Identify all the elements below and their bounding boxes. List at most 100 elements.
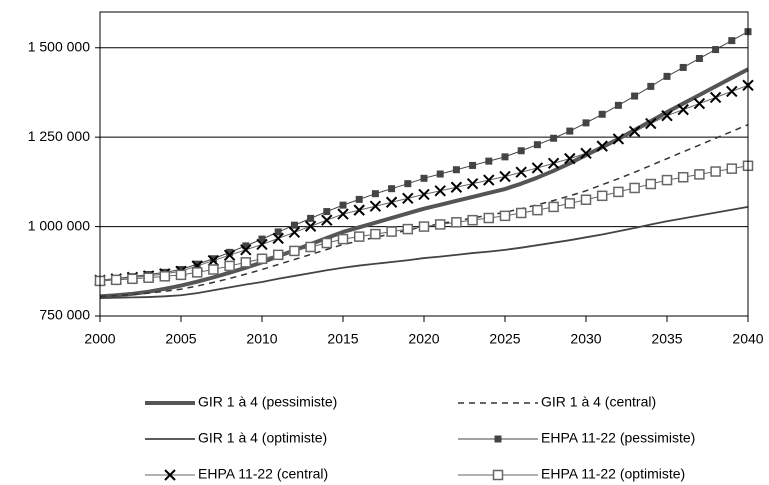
- data-point: [596, 140, 608, 152]
- data-point: [467, 214, 478, 226]
- legend-label: EHPA 11-22 (central): [198, 466, 328, 482]
- data-point: [127, 273, 138, 285]
- data-point: [580, 147, 592, 159]
- data-point: [321, 237, 333, 249]
- data-point: [564, 152, 576, 165]
- data-point: [629, 182, 640, 194]
- data-point: [596, 190, 608, 202]
- legend-label: GIR 1 à 4 (optimiste): [198, 430, 327, 446]
- data-point: [547, 157, 560, 169]
- data-point: [728, 37, 736, 45]
- data-point: [483, 212, 495, 224]
- legend-label: GIR 1 à 4 (central): [541, 394, 656, 410]
- data-point: [353, 204, 365, 216]
- data-point: [371, 190, 379, 198]
- data-point: [548, 201, 559, 213]
- data-point: [385, 196, 398, 208]
- data-point: [418, 221, 430, 232]
- data-point: [208, 264, 219, 275]
- data-point: [272, 232, 284, 245]
- data-point: [517, 147, 525, 155]
- data-point: [434, 185, 446, 197]
- data-point: [598, 110, 606, 118]
- data-point: [434, 219, 446, 230]
- data-point: [645, 117, 657, 130]
- data-point: [450, 181, 463, 193]
- data-point: [451, 217, 462, 228]
- y-tick-label: 1 250 000: [28, 128, 90, 144]
- data-point: [580, 194, 592, 206]
- data-point: [677, 171, 689, 183]
- x-tick-label: 2005: [165, 331, 196, 347]
- data-point: [388, 185, 396, 193]
- data-point: [223, 249, 236, 261]
- data-point: [485, 157, 493, 165]
- data-point: [337, 233, 349, 245]
- data-point: [418, 188, 430, 201]
- series-line: [99, 31, 749, 281]
- legend-marker: [494, 435, 502, 443]
- data-point: [290, 221, 298, 229]
- data-point: [712, 46, 720, 54]
- x-tick-label: 2035: [651, 331, 682, 347]
- data-point: [240, 257, 252, 268]
- data-point: [726, 163, 738, 174]
- data-point: [177, 266, 185, 274]
- data-point: [499, 170, 511, 183]
- data-point: [695, 54, 703, 62]
- data-point: [256, 238, 268, 251]
- data-point: [533, 141, 541, 149]
- data-point: [710, 166, 721, 177]
- x-tick-label: 2030: [570, 331, 601, 347]
- data-point: [110, 274, 122, 286]
- x-tick-label: 2000: [84, 331, 115, 347]
- data-point: [256, 253, 268, 265]
- data-point: [258, 235, 266, 243]
- data-point: [631, 92, 639, 100]
- x-tick-label: 2025: [489, 331, 520, 347]
- data-point: [175, 269, 187, 281]
- x-tick-label: 2010: [246, 331, 277, 347]
- data-point: [566, 127, 574, 135]
- data-point: [515, 166, 527, 178]
- y-tick-label: 1 500 000: [28, 38, 90, 54]
- legend-label: EHPA 11-22 (optimiste): [541, 466, 685, 482]
- data-point: [242, 242, 250, 250]
- data-point: [305, 241, 316, 253]
- data-point: [193, 260, 201, 268]
- data-point: [321, 214, 333, 226]
- data-point: [191, 267, 203, 278]
- data-point: [612, 133, 625, 145]
- data-point: [353, 231, 365, 242]
- data-point: [499, 210, 511, 222]
- data-point: [207, 254, 220, 267]
- data-point: [209, 255, 217, 263]
- data-point: [550, 134, 558, 142]
- data-point: [693, 97, 706, 110]
- x-tick-label: 2040: [732, 331, 763, 347]
- data-point: [240, 244, 252, 256]
- data-point: [274, 228, 282, 236]
- data-point: [679, 63, 687, 71]
- plot-area: [94, 28, 754, 300]
- legend-label: GIR 1 à 4 (pessimiste): [198, 394, 337, 410]
- data-point: [726, 85, 738, 98]
- data-point: [337, 208, 349, 220]
- data-point: [143, 272, 154, 283]
- data-point: [307, 214, 315, 222]
- data-point: [647, 82, 655, 90]
- data-point: [386, 226, 397, 237]
- y-tick-label: 750 000: [39, 307, 90, 323]
- y-tick-label: 1 000 000: [28, 217, 90, 233]
- data-point: [582, 119, 590, 127]
- data-point: [531, 162, 544, 174]
- data-point: [402, 223, 414, 235]
- legend-marker: [164, 469, 176, 481]
- data-point: [436, 170, 444, 178]
- data-point: [469, 161, 477, 169]
- data-point: [452, 166, 460, 174]
- data-point: [661, 110, 673, 122]
- data-point: [663, 72, 671, 80]
- data-point: [515, 207, 527, 219]
